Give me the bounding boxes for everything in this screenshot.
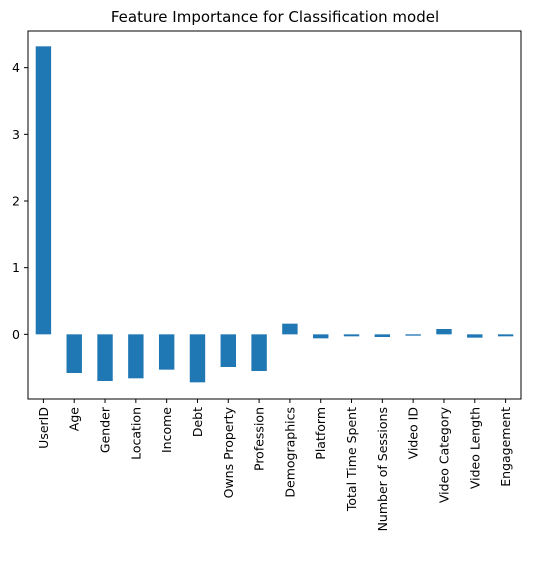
bars-layer — [35, 46, 514, 383]
plot-frame — [27, 30, 522, 400]
x-tick-label: Age — [67, 407, 82, 431]
x-tick-label: Engagement — [498, 407, 513, 487]
x-tick-label: Platform — [313, 407, 328, 460]
x-tick-label: Owns Property — [221, 406, 236, 498]
y-tick-label: 4 — [12, 60, 20, 75]
x-tick-label: Demographics — [282, 407, 297, 498]
x-tick-label: Debt — [190, 407, 205, 437]
bar-debt — [189, 334, 206, 383]
bar-platform — [313, 334, 329, 339]
bar-gender — [97, 334, 113, 381]
bar-demographics — [282, 323, 298, 335]
y-tick-label: 1 — [12, 260, 20, 275]
x-tick-label: Video ID — [406, 407, 421, 459]
x-tick-label: Gender — [98, 406, 113, 453]
bar-userid — [35, 46, 52, 335]
bar-location — [128, 334, 144, 379]
bar-owns-property — [220, 334, 236, 367]
y-tick-label: 3 — [12, 127, 20, 142]
x-tick-label: Video Category — [436, 406, 451, 503]
bar-video-id — [405, 334, 421, 336]
bar-total-time-spent — [343, 334, 360, 337]
axes-layer: 0 1 2 3 4 UserID Age Gender Location Income Debt Ow… — [12, 30, 522, 531]
bar-video-category — [436, 329, 452, 335]
x-tick-label: Income — [159, 407, 174, 453]
x-tick-label: Total Time Spent — [344, 407, 359, 512]
bar-video-length — [467, 334, 483, 338]
y-tick-label: 0 — [12, 327, 20, 342]
bar-engagement — [497, 334, 514, 337]
x-tick-label: Location — [128, 407, 143, 460]
chart-title: Feature Importance for Classification mo… — [111, 8, 439, 26]
bar-profession — [251, 334, 267, 371]
bar-number-of-sessions — [374, 334, 391, 337]
x-tick-label: Number of Sessions — [375, 407, 390, 531]
x-tick-label: UserID — [36, 407, 51, 449]
y-tick-label: 2 — [12, 194, 20, 209]
x-tick-label: Video Length — [467, 407, 482, 489]
bar-income — [158, 334, 175, 370]
x-tick-label: Profession — [252, 407, 267, 471]
bar-age — [66, 334, 82, 373]
